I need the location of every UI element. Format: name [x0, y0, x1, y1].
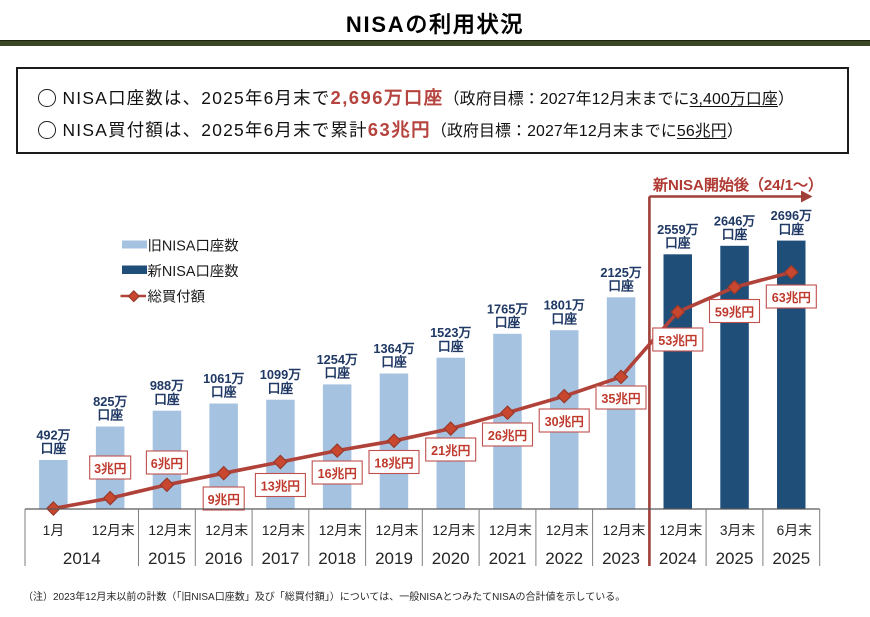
svg-text:口座: 口座 [41, 441, 67, 456]
svg-text:12月末: 12月末 [319, 523, 362, 538]
svg-text:口座: 口座 [154, 392, 180, 407]
svg-text:新NISA口座数: 新NISA口座数 [148, 263, 239, 280]
svg-text:12月末: 12月末 [148, 523, 191, 538]
svg-text:12月末: 12月末 [546, 523, 589, 538]
svg-text:30兆円: 30兆円 [545, 414, 584, 429]
svg-text:26兆円: 26兆円 [488, 428, 527, 443]
svg-text:21兆円: 21兆円 [431, 443, 470, 458]
svg-text:2025: 2025 [716, 549, 754, 568]
svg-text:2017: 2017 [261, 549, 299, 568]
svg-text:口座: 口座 [324, 366, 350, 381]
svg-text:2014: 2014 [63, 549, 101, 568]
svg-text:6月末: 6月末 [777, 523, 812, 538]
svg-text:35兆円: 35兆円 [601, 391, 640, 406]
svg-text:12月末: 12月末 [432, 523, 475, 538]
svg-text:12月末: 12月末 [262, 523, 305, 538]
svg-text:6兆円: 6兆円 [151, 456, 183, 471]
svg-text:13兆円: 13兆円 [261, 478, 300, 493]
svg-text:旧NISA口座数: 旧NISA口座数 [148, 238, 239, 255]
svg-text:口座: 口座 [722, 227, 748, 242]
svg-text:1月: 1月 [43, 523, 64, 538]
svg-text:口座: 口座 [665, 236, 691, 251]
svg-text:63兆円: 63兆円 [772, 290, 811, 305]
svg-text:12月末: 12月末 [603, 523, 646, 538]
svg-text:口座: 口座 [438, 339, 464, 354]
svg-text:2559万: 2559万 [657, 222, 698, 237]
svg-text:53兆円: 53兆円 [658, 333, 697, 348]
svg-text:2024: 2024 [659, 549, 697, 568]
svg-text:1254万: 1254万 [317, 352, 358, 367]
svg-text:1099万: 1099万 [260, 367, 301, 382]
svg-text:1061万: 1061万 [203, 371, 244, 386]
svg-text:2016: 2016 [205, 549, 243, 568]
svg-text:825万: 825万 [93, 394, 127, 409]
svg-text:988万: 988万 [150, 378, 184, 393]
svg-text:3兆円: 3兆円 [94, 461, 126, 476]
svg-text:1801万: 1801万 [544, 298, 585, 313]
svg-text:2020: 2020 [432, 549, 470, 568]
svg-text:12月末: 12月末 [489, 523, 532, 538]
svg-text:2025: 2025 [772, 549, 810, 568]
svg-text:2021: 2021 [489, 549, 527, 568]
svg-text:総買付額: 総買付額 [148, 289, 206, 306]
svg-text:2019: 2019 [375, 549, 413, 568]
svg-text:新NISA開始後（24/1～）: 新NISA開始後（24/1～） [652, 176, 823, 194]
svg-text:口座: 口座 [268, 381, 294, 396]
svg-text:1523万: 1523万 [430, 325, 471, 340]
svg-text:2646万: 2646万 [714, 213, 755, 228]
svg-text:2696万: 2696万 [771, 208, 812, 223]
svg-text:口座: 口座 [608, 279, 634, 294]
svg-text:18兆円: 18兆円 [374, 455, 413, 470]
svg-text:12月末: 12月末 [659, 523, 702, 538]
svg-text:3月末: 3月末 [720, 523, 755, 538]
svg-text:16兆円: 16兆円 [318, 466, 357, 481]
svg-text:2022: 2022 [545, 549, 583, 568]
svg-text:口座: 口座 [97, 408, 123, 423]
svg-text:2015: 2015 [148, 549, 186, 568]
svg-text:12月末: 12月末 [92, 523, 135, 538]
svg-text:492万: 492万 [36, 428, 70, 443]
svg-text:1364万: 1364万 [373, 341, 414, 356]
svg-text:59兆円: 59兆円 [715, 304, 754, 319]
svg-text:12月末: 12月末 [205, 523, 248, 538]
svg-text:2018: 2018 [318, 549, 356, 568]
svg-text:12月末: 12月末 [376, 523, 419, 538]
svg-text:口座: 口座 [211, 385, 237, 400]
svg-text:2023: 2023 [602, 549, 640, 568]
svg-text:9兆円: 9兆円 [208, 492, 240, 507]
svg-text:1765万: 1765万 [487, 301, 528, 316]
svg-text:口座: 口座 [495, 315, 521, 330]
svg-text:口座: 口座 [779, 222, 805, 237]
svg-text:2125万: 2125万 [600, 265, 641, 280]
svg-text:口座: 口座 [381, 355, 407, 370]
svg-text:口座: 口座 [551, 311, 577, 326]
